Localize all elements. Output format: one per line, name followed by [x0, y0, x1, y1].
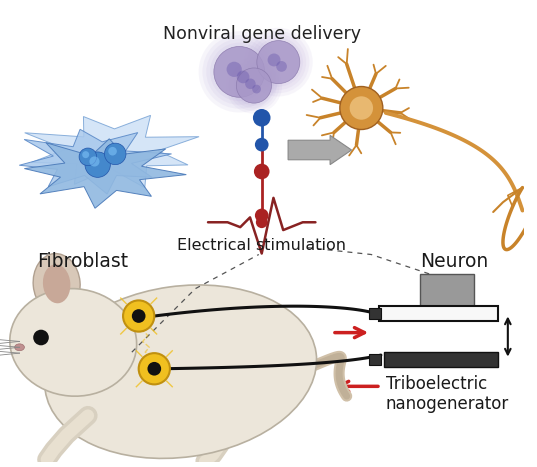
Circle shape	[250, 34, 306, 90]
Bar	[384, 352, 498, 367]
Circle shape	[226, 57, 282, 113]
Text: Neuron: Neuron	[420, 252, 488, 270]
Text: Electrical stimulation: Electrical stimulation	[177, 238, 346, 253]
Circle shape	[231, 63, 277, 108]
Ellipse shape	[43, 264, 70, 303]
Circle shape	[254, 163, 270, 179]
Circle shape	[340, 86, 383, 129]
Circle shape	[82, 151, 89, 158]
Polygon shape	[19, 129, 171, 194]
Ellipse shape	[33, 254, 80, 314]
Circle shape	[237, 71, 249, 83]
Circle shape	[253, 37, 303, 87]
Circle shape	[214, 47, 265, 97]
Circle shape	[139, 353, 170, 384]
Text: Nonviral gene delivery: Nonviral gene delivery	[163, 25, 361, 43]
Circle shape	[252, 85, 261, 93]
Circle shape	[132, 309, 146, 323]
Bar	[369, 354, 381, 365]
Ellipse shape	[45, 285, 317, 459]
Circle shape	[257, 41, 300, 84]
Circle shape	[234, 65, 274, 106]
Circle shape	[199, 31, 280, 113]
Circle shape	[236, 68, 272, 103]
Circle shape	[105, 143, 126, 165]
Ellipse shape	[14, 344, 24, 351]
Circle shape	[210, 42, 268, 101]
Circle shape	[256, 216, 267, 228]
Circle shape	[89, 156, 99, 167]
Circle shape	[227, 62, 242, 77]
Ellipse shape	[10, 289, 136, 396]
Circle shape	[244, 28, 313, 97]
Circle shape	[206, 39, 272, 105]
Circle shape	[148, 362, 161, 375]
Circle shape	[276, 61, 287, 72]
Polygon shape	[25, 115, 199, 188]
Circle shape	[79, 148, 97, 166]
Circle shape	[257, 41, 300, 84]
Circle shape	[247, 31, 309, 93]
Bar	[420, 274, 474, 308]
Circle shape	[236, 68, 272, 103]
Bar	[379, 306, 498, 321]
Text: Fibroblast: Fibroblast	[38, 252, 128, 270]
Circle shape	[123, 300, 154, 332]
Circle shape	[85, 152, 111, 177]
Polygon shape	[24, 139, 186, 208]
Text: Triboelectric
nanogenerator: Triboelectric nanogenerator	[386, 375, 509, 413]
Circle shape	[255, 138, 268, 151]
FancyArrow shape	[288, 135, 352, 165]
Circle shape	[108, 147, 117, 156]
Circle shape	[253, 109, 271, 127]
Circle shape	[255, 209, 268, 222]
Circle shape	[228, 60, 279, 111]
Circle shape	[202, 35, 276, 109]
Circle shape	[214, 47, 265, 97]
Circle shape	[350, 96, 373, 120]
Bar	[369, 308, 381, 319]
Circle shape	[267, 54, 280, 66]
Circle shape	[33, 330, 49, 345]
Circle shape	[245, 78, 256, 89]
